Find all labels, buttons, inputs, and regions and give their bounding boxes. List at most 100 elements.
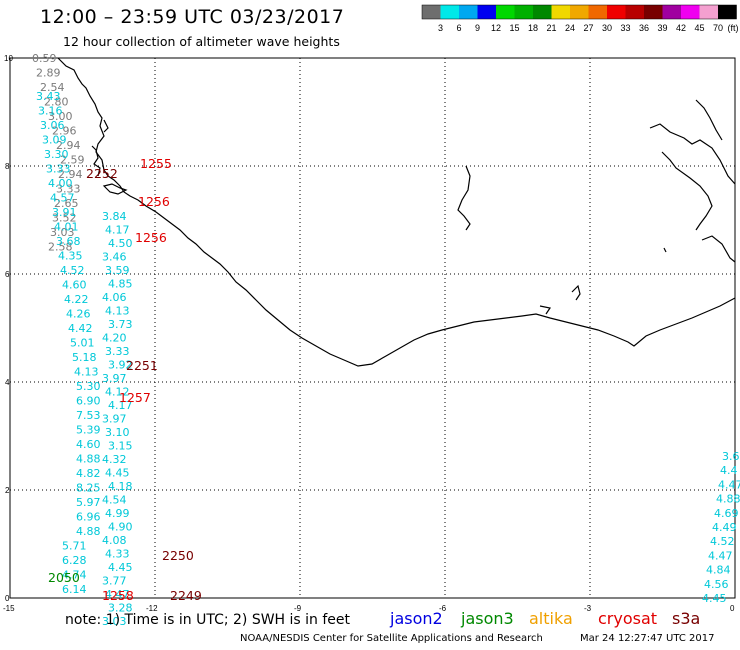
y-tick-label: 4: [5, 378, 10, 387]
color-scale-bar: [421, 4, 737, 20]
cyan-track-value: 6.96: [76, 511, 101, 524]
cyan-track-value: 4.49: [712, 521, 737, 534]
pass-time-label: 2050: [48, 570, 80, 585]
y-tick-label: 0: [5, 594, 10, 603]
cyan-track-value: 5.30: [76, 380, 101, 393]
gray-track-value: 2.65: [54, 197, 79, 210]
cyan-track-value: 3.73: [108, 318, 133, 331]
cyan-track-value: 6.90: [76, 395, 101, 408]
cyan-track-value: 4.82: [76, 467, 101, 480]
cyan-track-value: 4.4: [720, 464, 738, 477]
color-swatch: [440, 5, 459, 19]
cyan-track-value: 7.53: [76, 409, 101, 422]
cyan-track-value: 3.97: [102, 413, 127, 426]
cyan-track-value: 3.92: [108, 359, 133, 372]
color-swatch: [570, 5, 589, 19]
gray-track-value: 0.59: [32, 52, 57, 65]
gray-track-value: 3.03: [50, 226, 75, 239]
cyan-track-value: 5.39: [76, 424, 101, 437]
color-swatch: [607, 5, 626, 19]
color-scale-label: 18: [528, 23, 538, 33]
color-scale-label: 33: [620, 23, 630, 33]
gray-track-value: 2.80: [44, 96, 69, 109]
gray-track-value: 2.89: [36, 67, 61, 80]
cyan-track-value: 3.77: [102, 575, 127, 588]
legend-jason3: jason3: [461, 609, 514, 628]
cyan-track-value: 3.6: [722, 450, 740, 463]
color-scale-label: 45: [694, 23, 704, 33]
cyan-track-value: 4.13: [105, 305, 130, 318]
pass-time-label: 2249: [170, 588, 202, 603]
cyan-track-value: 3.91: [52, 206, 77, 219]
color-swatch: [718, 5, 737, 19]
x-tick-label: -3: [584, 604, 592, 613]
y-tick-label: 10: [4, 54, 13, 63]
color-swatch: [514, 5, 533, 19]
cyan-track-value: 3.33: [105, 345, 130, 358]
color-scale-label: 21: [546, 23, 556, 33]
gray-track-value: 3.33: [56, 183, 81, 196]
gray-track-value: 3.00: [48, 110, 73, 123]
color-swatch-frame: [421, 4, 737, 20]
cyan-track-value: 4.45: [702, 592, 727, 605]
cyan-track-value: 4.47: [105, 588, 130, 601]
cyan-track-value: 3.10: [105, 426, 130, 439]
color-scale-label: 70: [713, 23, 723, 33]
cyan-track-value: 3.68: [56, 235, 81, 248]
color-swatch: [496, 5, 515, 19]
credit-line: NOAA/NESDIS Center for Satellite Applica…: [240, 633, 543, 644]
cyan-track-value: 3.84: [102, 210, 127, 223]
cyan-track-value: 3.30: [44, 148, 69, 161]
coastline: [57, 57, 736, 367]
pass-time-label: 1257: [119, 390, 151, 405]
color-swatch: [625, 5, 644, 19]
color-scale-unit: (ft): [728, 23, 739, 33]
cyan-track-value: 3.43: [36, 90, 61, 103]
cyan-track-value: 3.06: [40, 119, 65, 132]
cyan-track-value: 5.01: [70, 337, 95, 350]
cyan-track-value: 4.90: [108, 521, 133, 534]
cyan-track-value: 4.60: [62, 279, 87, 292]
cyan-track-value: 5.18: [72, 351, 97, 364]
cyan-track-value: 4.20: [102, 332, 127, 345]
cyan-track-value: 6.14: [62, 583, 87, 596]
cyan-track-value: 4.06: [102, 291, 127, 304]
cyan-track-value: 4.85: [108, 278, 133, 291]
color-swatch: [477, 5, 496, 19]
page-title: 12:00 – 23:59 UTC 03/23/2017: [40, 6, 345, 28]
color-scale-label: 6: [456, 23, 461, 33]
color-swatch: [422, 5, 441, 19]
cyan-track-value: 5.97: [76, 496, 101, 509]
cyan-track-value: 8.25: [76, 482, 101, 495]
cyan-track-value: 3.28: [108, 602, 133, 615]
cyan-track-value: 5.71: [62, 540, 87, 553]
pass-time-label: 2251: [126, 358, 158, 373]
color-swatch: [681, 5, 700, 19]
color-scale-label: 27: [583, 23, 593, 33]
cyan-track-value: 3.46: [102, 251, 127, 264]
cyan-track-value: 4.18: [108, 480, 133, 493]
legend-altika: altika: [529, 609, 573, 628]
x-tick-label: -15: [3, 604, 15, 613]
color-scale-label: 42: [676, 23, 686, 33]
cyan-track-value: 4.13: [74, 366, 99, 379]
x-tick-label: -6: [439, 604, 447, 613]
gray-track-value: 2.96: [52, 125, 77, 138]
pass-time-label: 1256: [138, 194, 170, 209]
cyan-track-value: 3.09: [42, 134, 67, 147]
cyan-track-value: 4.88: [716, 493, 740, 506]
cyan-track-value: 4.50: [108, 237, 133, 250]
cyan-track-value: 4.00: [48, 177, 73, 190]
cyan-track-value: 4.01: [54, 221, 79, 234]
cyan-track-value: 4.17: [105, 224, 130, 237]
gray-track-value: 2.59: [60, 154, 85, 167]
gray-track-value: 2.94: [58, 168, 83, 181]
cyan-track-value: 4.33: [105, 548, 130, 561]
color-scale-label: 12: [491, 23, 501, 33]
cyan-track-value: 4.42: [68, 322, 93, 335]
y-tick-label: 8: [5, 162, 10, 171]
color-scale-label: 15: [509, 23, 519, 33]
color-scale-label: 3: [438, 23, 443, 33]
cyan-track-value: 3.33: [46, 163, 71, 176]
